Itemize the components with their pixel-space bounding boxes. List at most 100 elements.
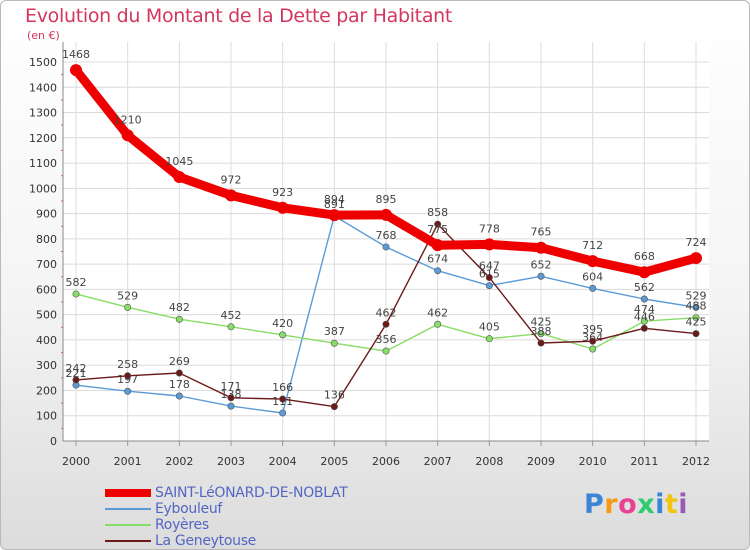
series-0-label-3: 972	[221, 173, 242, 186]
series-0-label-9: 765	[531, 226, 552, 239]
series-1-point-7	[434, 267, 442, 275]
series-1-label-0: 221	[66, 367, 87, 380]
x-tick-label-0: 2000	[62, 455, 90, 468]
series-0-point-0	[70, 64, 82, 77]
series-2-label-0: 582	[66, 276, 87, 289]
series-2-label-9: 425	[531, 316, 552, 329]
x-tick-label-2: 2002	[165, 455, 193, 468]
series-2-label-12: 488	[686, 300, 707, 313]
series-2-label-3: 452	[221, 309, 242, 322]
series-0-point-1	[121, 129, 134, 142]
series-1-point-2	[175, 392, 183, 400]
x-tick-label-8: 2008	[475, 455, 503, 468]
series-3-point-1	[124, 372, 132, 380]
series-2-label-7: 462	[427, 306, 448, 319]
series-0-point-9	[535, 241, 547, 254]
legend-swatch-1	[105, 508, 151, 510]
legend-item-2: Royères	[105, 517, 347, 533]
series-0-label-11: 668	[634, 250, 655, 263]
series-0-label-6: 895	[376, 193, 397, 206]
series-0-label-10: 712	[582, 239, 603, 252]
x-tick-label-11: 2011	[630, 455, 658, 468]
series-0-label-2: 1045	[165, 155, 193, 168]
series-3-label-10: 395	[582, 323, 603, 336]
y-tick-label-11: 1100	[29, 157, 57, 170]
series-2-label-2: 482	[169, 301, 190, 314]
legend: SAINT-LéONARD-DE-NOBLAT Eybouleuf Royère…	[105, 485, 348, 549]
x-tick-label-12: 2012	[682, 455, 710, 468]
y-tick-label-2: 200	[36, 384, 57, 397]
series-3-label-2: 269	[169, 355, 190, 368]
series-2-point-1	[124, 303, 132, 311]
x-tick-label-6: 2006	[372, 455, 400, 468]
series-0-point-4	[276, 201, 289, 214]
logo-letter-0: P	[584, 489, 605, 520]
legend-label-3: La Geneytouse	[155, 533, 256, 549]
y-tick-label-4: 400	[36, 334, 57, 347]
series-2-point-11	[640, 317, 648, 325]
legend-swatch-0	[105, 489, 151, 497]
y-tick-label-10: 1000	[29, 182, 57, 195]
series-0-label-8: 778	[479, 222, 500, 235]
series-2-label-5: 387	[324, 325, 345, 338]
series-2-point-3	[227, 323, 235, 331]
series-0-label-12: 724	[686, 236, 707, 249]
y-tick-label-13: 1300	[29, 107, 57, 120]
series-0-point-7	[431, 239, 444, 252]
logo-letter-3: x	[637, 489, 656, 520]
series-1-label-7: 674	[427, 253, 448, 266]
series-3-label-7: 858	[427, 206, 448, 219]
series-3-label-0: 242	[66, 362, 87, 375]
series-2-label-4: 420	[272, 317, 293, 330]
chart-title: Evolution du Montant de la Dette par Hab…	[25, 5, 453, 27]
logo-letter-4: i	[655, 489, 665, 520]
x-tick-label-1: 2001	[114, 455, 142, 468]
series-0-point-12	[690, 252, 702, 265]
y-tick-label-6: 600	[36, 283, 57, 296]
series-2-label-6: 356	[376, 333, 397, 346]
series-3-label-12: 425	[686, 316, 707, 329]
legend-item-0: SAINT-LéONARD-DE-NOBLAT	[105, 485, 348, 501]
series-2-point-10	[589, 345, 597, 353]
series-3-point-8	[485, 274, 493, 282]
series-1-label-6: 768	[376, 229, 397, 242]
series-2-label-1: 529	[117, 289, 138, 302]
y-tick-label-5: 500	[36, 309, 57, 322]
series-1-point-3	[227, 402, 235, 410]
legend-label-0: SAINT-LéONARD-DE-NOBLAT	[155, 485, 348, 501]
series-1-label-5: 891	[324, 198, 345, 211]
series-1-label-11: 562	[634, 281, 655, 294]
legend-item-1: Eybouleuf	[105, 501, 347, 517]
series-2-point-12	[692, 314, 700, 322]
series-3-point-9	[537, 339, 545, 347]
y-tick-label-7: 700	[36, 258, 57, 271]
series-0-label-5: 894	[324, 193, 345, 206]
series-3-point-0	[72, 376, 80, 384]
series-1-label-10: 604	[582, 270, 603, 283]
series-3-point-6	[382, 320, 390, 328]
x-tick-label-7: 2007	[424, 455, 452, 468]
legend-item-3: La Geneytouse	[105, 533, 347, 549]
series-1-point-1	[124, 387, 132, 395]
logo-letter-2: o	[618, 489, 638, 520]
legend-swatch-2	[105, 524, 151, 526]
series-3-point-5	[330, 403, 338, 411]
series-0-point-8	[483, 238, 496, 251]
series-1-point-12	[692, 303, 700, 311]
series-2-point-6	[382, 347, 390, 355]
series-3-point-12	[692, 330, 700, 338]
series-0-point-3	[225, 189, 237, 202]
series-3-label-4: 166	[272, 381, 293, 394]
series-1-point-6	[382, 243, 390, 251]
series-3-point-11	[640, 324, 648, 332]
y-tick-label-0: 0	[50, 435, 57, 448]
x-tick-label-4: 2004	[269, 455, 297, 468]
series-2-point-8	[485, 335, 493, 343]
series-2-point-7	[434, 320, 442, 328]
series-1-label-2: 178	[169, 378, 190, 391]
series-3-point-4	[279, 395, 287, 403]
series-1-point-4	[279, 409, 287, 417]
series-0-point-11	[638, 266, 651, 279]
series-1-label-9: 652	[531, 258, 552, 271]
